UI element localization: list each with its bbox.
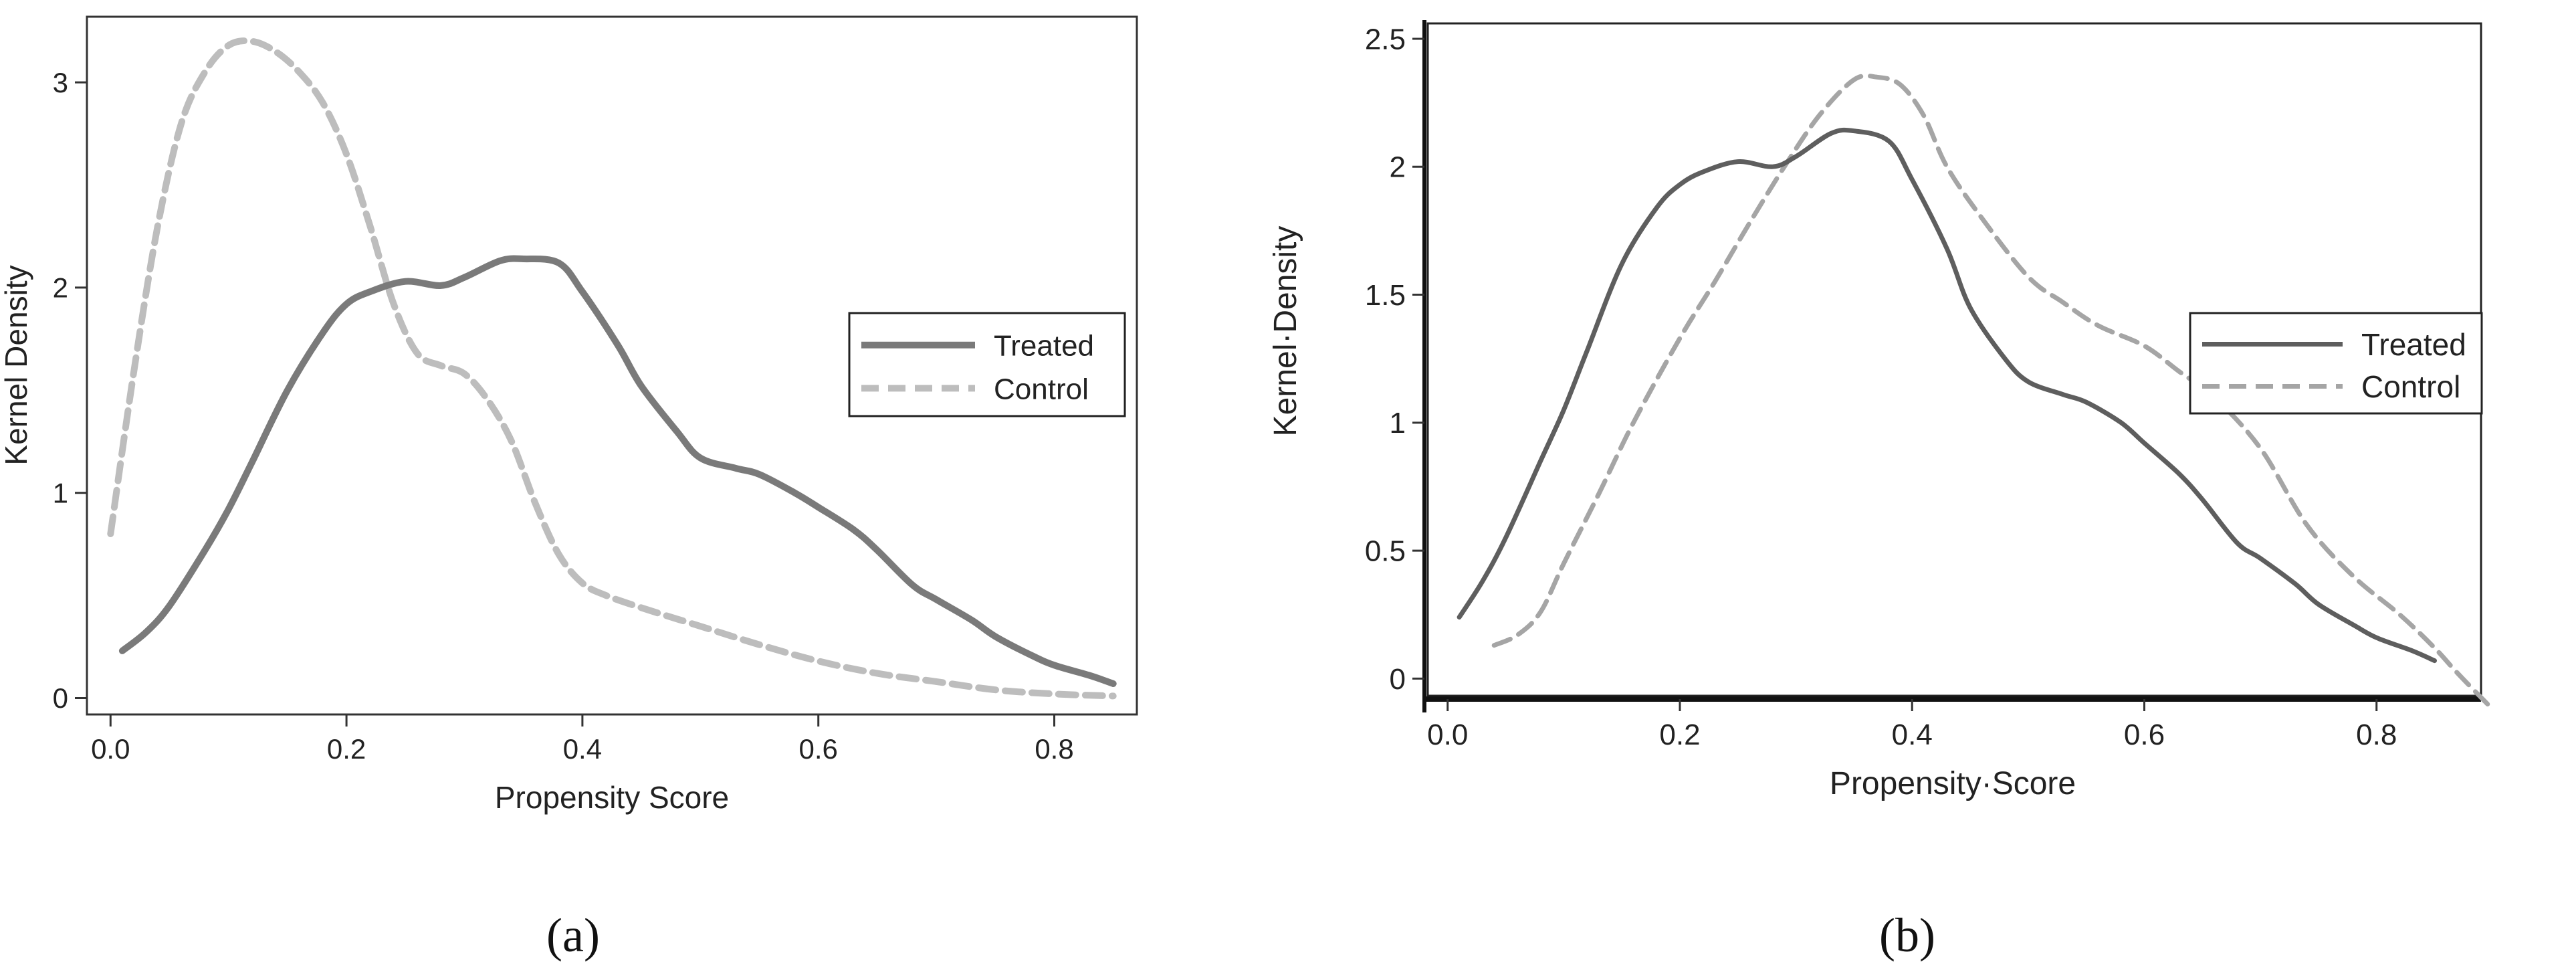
y-axis-label: Kernel Density	[0, 265, 33, 465]
chart-panel-b: 0.0 0.2 0.4 0.6 0.8 0 0.5 1 1.5 2 2.5 Propensity·Sc…	[1268, 20, 2495, 801]
legend: Treated Control	[848, 312, 1126, 417]
panel-label-a: (a)	[546, 908, 600, 962]
x-tick-label: 0.0	[1427, 718, 1468, 751]
x-tick-label: 0.2	[1659, 718, 1700, 751]
x-tick-label: 0.2	[327, 733, 366, 765]
y-tick-label: 0	[53, 682, 68, 714]
panel-label-b: (b)	[1879, 908, 1935, 962]
y-tick-label: 1.5	[1365, 279, 1406, 312]
x-axis-label: Propensity Score	[495, 780, 729, 815]
y-tick-label: 0.5	[1365, 535, 1406, 568]
y-tick-label: 2	[53, 272, 68, 304]
x-tick-label: 0.0	[91, 733, 130, 765]
chart-panel-a: 0.0 0.2 0.4 0.6 0.8 0 1 2 3 Propensity Score Kerne…	[0, 15, 1138, 815]
x-tick-label: 0.4	[1892, 718, 1933, 751]
x-tick-label: 0.8	[2356, 718, 2397, 751]
y-tick-label: 1	[53, 477, 68, 508]
x-tick-label: 0.4	[563, 733, 602, 765]
series-line-treated	[118, 255, 1117, 687]
series-line-control	[1491, 73, 2495, 712]
legend: Treated Control	[2189, 312, 2483, 415]
x-axis-label: Propensity·Score	[1830, 766, 2076, 801]
x-tick-label: 0.6	[2124, 718, 2165, 751]
y-axis-label: Kernel·Density	[1268, 226, 1303, 437]
legend-label-treated: Treated	[994, 330, 1094, 363]
y-tick-label: 3	[53, 67, 68, 98]
x-tick-label: 0.8	[1035, 733, 1073, 765]
legend-label-treated: Treated	[2361, 327, 2466, 362]
y-tick-label: 0	[1390, 663, 1406, 696]
series-line-treated	[1457, 127, 2437, 664]
legend-box	[2189, 312, 2483, 415]
y-tick-label: 2	[1390, 151, 1406, 184]
x-tick-label: 0.6	[799, 733, 838, 765]
y-tick-label: 2.5	[1365, 23, 1406, 56]
legend-box	[848, 312, 1126, 417]
y-tick-label: 1	[1390, 407, 1406, 440]
legend-label-control: Control	[2361, 369, 2460, 404]
series-line-control	[107, 37, 1117, 700]
plot-frame	[86, 15, 1138, 716]
legend-label-control: Control	[994, 373, 1089, 405]
